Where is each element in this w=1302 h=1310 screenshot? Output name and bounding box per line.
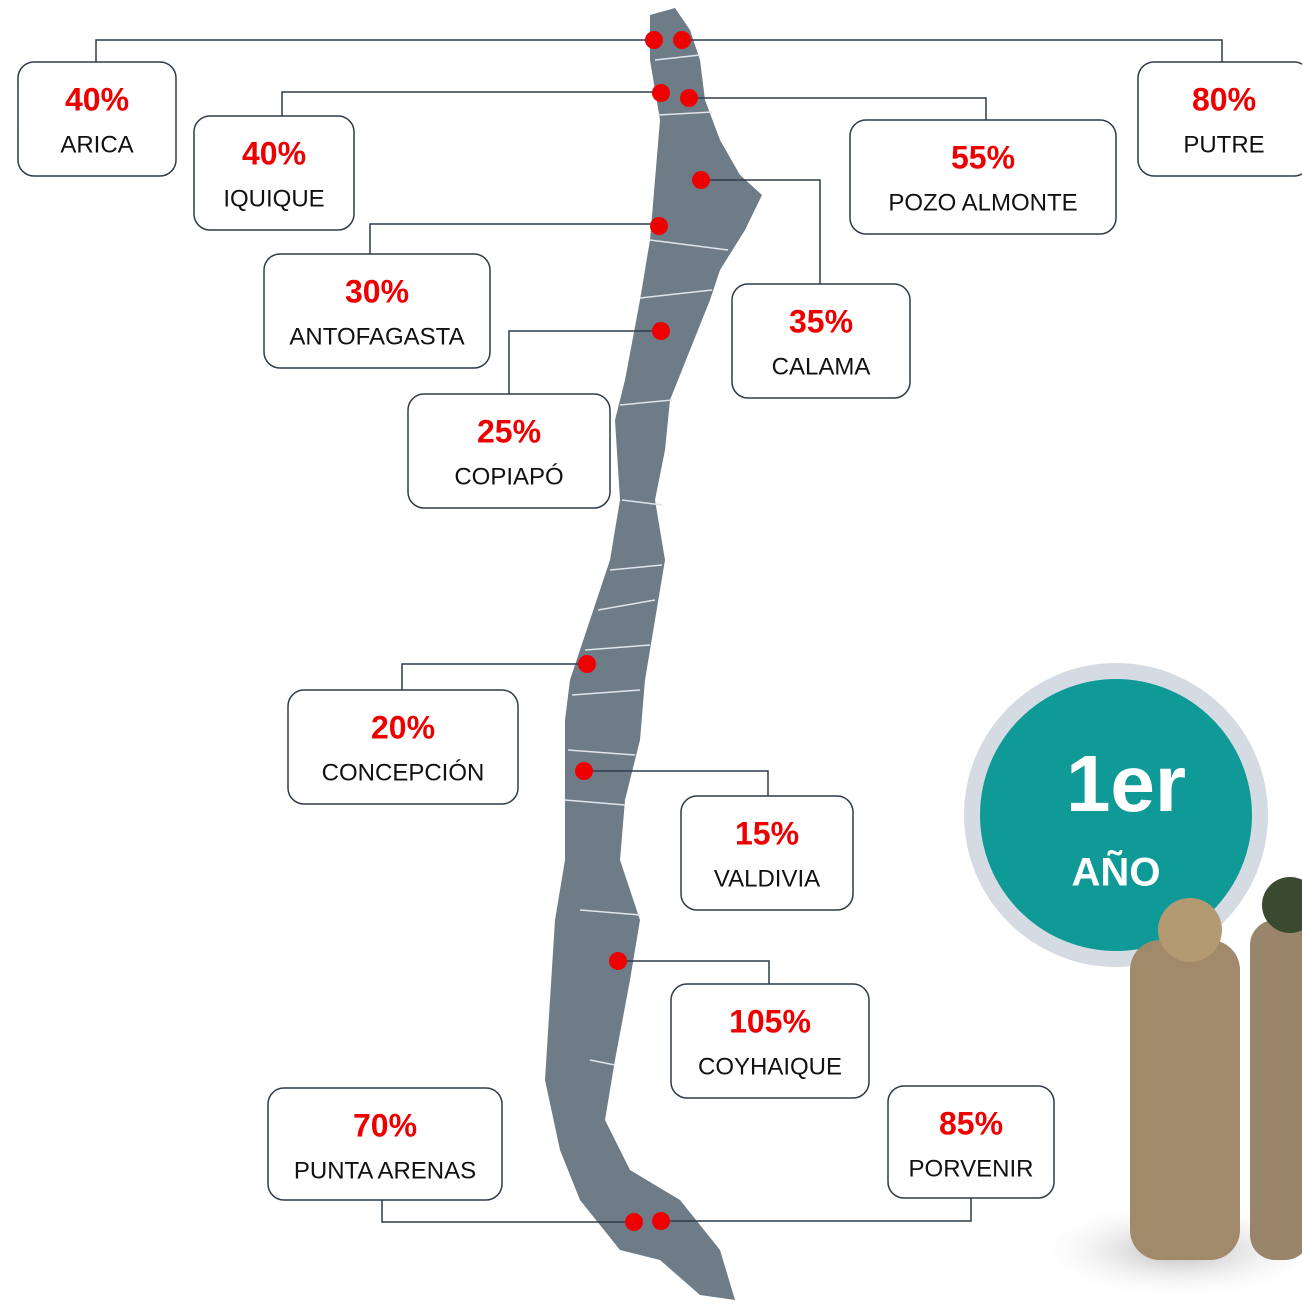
callout-value: 15% [735,815,799,851]
callout-city: PORVENIR [909,1155,1034,1182]
callout-city: CALAMA [772,353,871,380]
callout-box [670,983,870,1099]
location-dot [650,217,668,235]
callout-box [407,393,611,509]
connector-line [281,91,661,116]
callout-box [680,795,854,911]
connector-line [661,1198,972,1222]
callout-value: 30% [345,273,409,309]
callout-city: COYHAIQUE [698,1053,842,1080]
callout-city: IQUIQUE [223,185,324,212]
callout-value: 35% [789,303,853,339]
connector-line [689,97,987,120]
callout-box [287,689,519,805]
location-dot [652,1212,670,1230]
callout-value: 40% [242,135,306,171]
location-dot [680,89,698,107]
connector-line [381,1200,634,1223]
location-dot [625,1213,643,1231]
location-dot [575,762,593,780]
connector-line [369,223,659,254]
callout-box [263,253,491,369]
callout-city: COPIAPÓ [454,463,563,490]
callout-value: 105% [729,1003,811,1039]
badge-number: 1er [1066,739,1186,828]
badge-circle [980,679,1252,951]
location-dot [609,952,627,970]
callout-city: VALDIVIA [714,865,820,892]
region-borders [564,54,729,1066]
callout-box [849,119,1117,235]
location-dot [578,655,596,673]
chile-map [545,8,762,1300]
callout-box [193,115,355,231]
callout-city: ARICA [60,131,133,158]
connector-line [508,330,661,394]
connector-line [584,770,769,796]
callout-city: PUNTA ARENAS [294,1157,476,1184]
badge-label: AÑO [1072,849,1161,895]
connector-line [701,179,821,284]
connector-line [618,960,770,984]
callout-value: 25% [477,413,541,449]
location-dot [692,171,710,189]
callout-value: 80% [1192,81,1256,117]
callout-value: 20% [371,709,435,745]
callout-city: CONCEPCIÓN [322,759,485,786]
connector-line [95,39,654,62]
location-dot [652,84,670,102]
callout-box [267,1087,503,1201]
connector-line [401,663,587,690]
callout-value: 70% [353,1107,417,1143]
callout-city: ANTOFAGASTA [289,323,464,350]
callout-box [731,283,911,399]
callout-box [1137,61,1302,177]
callout-value: 40% [65,81,129,117]
callout-city: POZO ALMONTE [888,189,1077,216]
callout-value: 55% [951,139,1015,175]
callout-box [887,1085,1055,1199]
connector-line [682,39,1223,62]
callout-city: PUTRE [1183,131,1264,158]
location-dot [673,31,691,49]
callout-value: 85% [939,1105,1003,1141]
location-dot [645,31,663,49]
soldiers [1130,877,1302,1260]
location-dot [652,322,670,340]
callout-box [17,61,177,177]
